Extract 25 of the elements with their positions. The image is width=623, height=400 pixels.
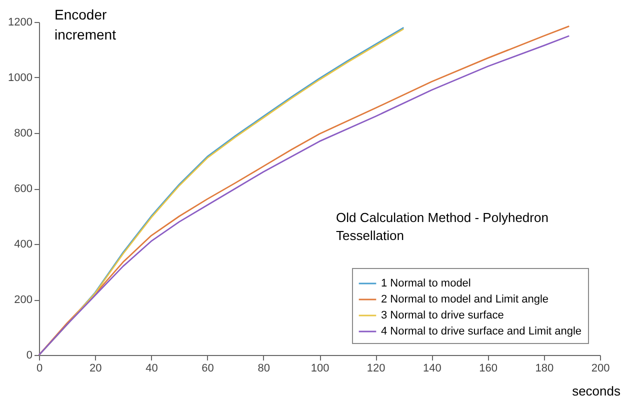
x-tick-label: 0 [36, 362, 43, 374]
x-tick-label: 180 [535, 362, 554, 374]
legend-label: 4 Normal to drive surface and Limit angle [381, 326, 582, 338]
y-tick-label: 200 [14, 294, 32, 306]
x-tick-label: 80 [258, 362, 270, 374]
y-axis-title: Encoder increment [54, 6, 116, 42]
x-tick-label: 140 [423, 362, 442, 374]
x-tick-label: 120 [366, 362, 386, 374]
y-tick-label: 0 [26, 350, 32, 362]
y-tick-label: 600 [14, 183, 32, 195]
y-tick-label: 1200 [8, 16, 32, 28]
x-tick-label: 160 [479, 362, 498, 374]
x-tick-label: 100 [310, 362, 330, 374]
x-tick-label: 40 [146, 362, 158, 374]
annotation: Old Calculation Method - Polyhedron Tessellation [336, 210, 548, 243]
legend-label: 3 Normal to drive surface [381, 310, 504, 322]
legend-label: 1 Normal to model [381, 278, 471, 290]
legend-label: 2 Normal to model and Limit angle [381, 294, 549, 306]
x-axis-title: seconds [572, 384, 621, 398]
y-tick-label: 1000 [8, 72, 32, 84]
y-tick-label: 400 [14, 238, 32, 250]
x-tick-label: 20 [89, 362, 102, 374]
x-tick-label: 200 [591, 362, 610, 374]
y-tick-label: 800 [14, 128, 32, 140]
x-tick-label: 60 [202, 362, 214, 374]
